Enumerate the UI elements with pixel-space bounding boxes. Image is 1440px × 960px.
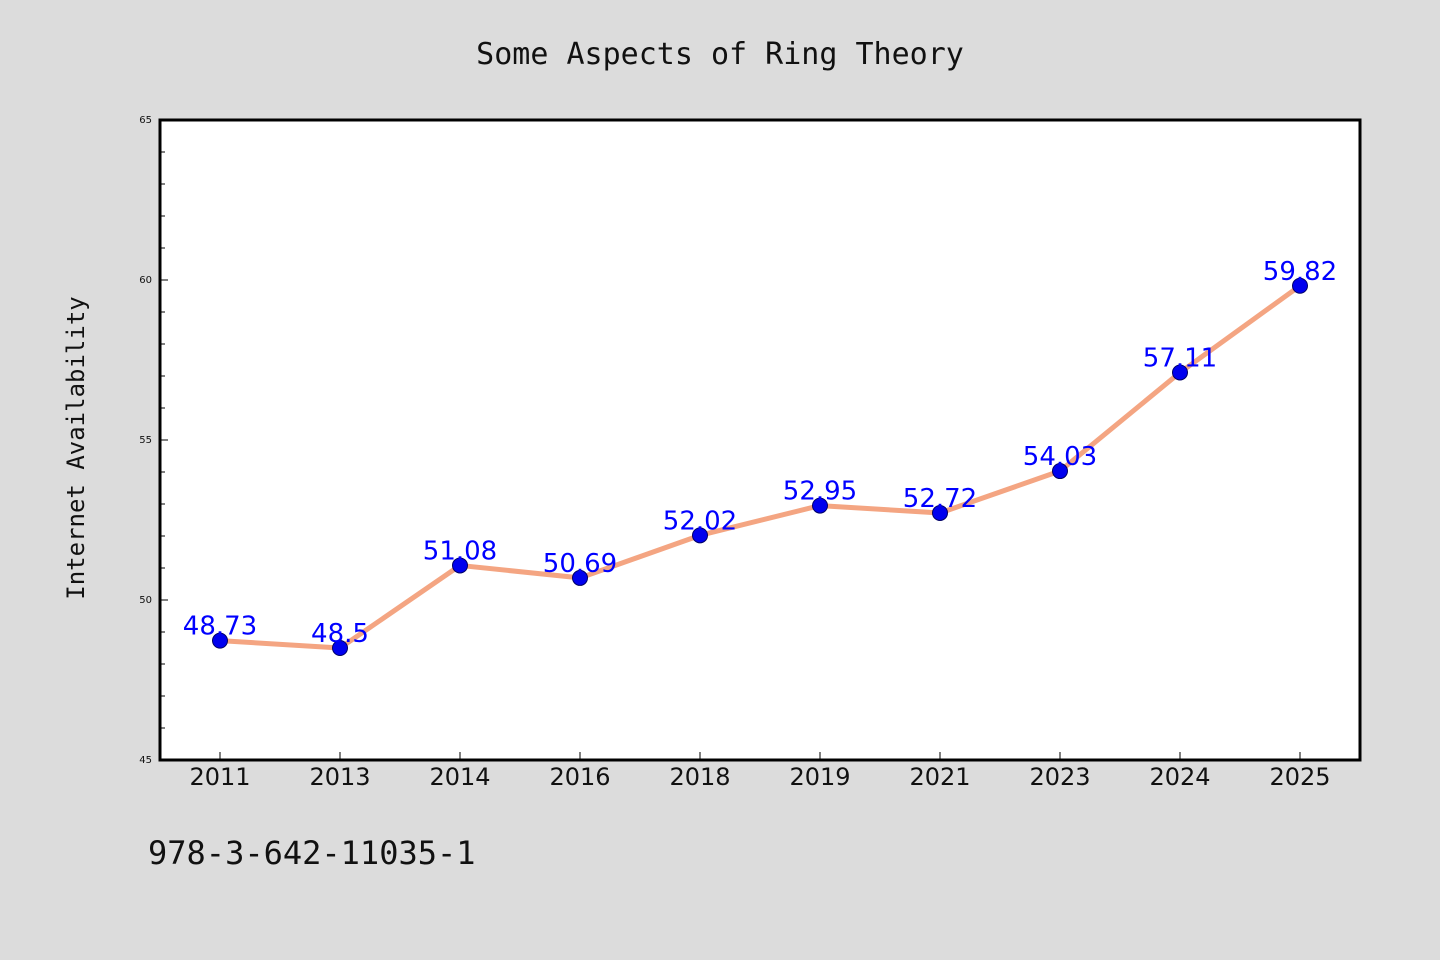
x-tick-label: 2013: [309, 763, 370, 791]
x-tick-label: 2021: [909, 763, 970, 791]
y-tick-label: 60: [139, 275, 152, 286]
data-point: [1172, 364, 1188, 381]
x-tick-label: 2014: [429, 763, 490, 791]
x-tick-label: 2018: [669, 763, 730, 791]
y-tick-label: 55: [139, 435, 152, 446]
x-tick-label: 2024: [1149, 763, 1210, 791]
data-point: [452, 557, 468, 574]
data-point: [332, 640, 348, 656]
plot-frame: [158, 118, 1362, 762]
data-label: 52.72: [903, 484, 977, 514]
data-point: [812, 497, 828, 514]
data-label: 54.03: [1023, 442, 1097, 472]
data-label: 52.95: [783, 477, 857, 507]
chart-title: Some Aspects of Ring Theory: [476, 37, 964, 72]
data-label: 48.73: [183, 612, 257, 642]
data-labels: 48.73 48.5 51.08 50.69 52.02 52.95 52.72 54.03 5…: [183, 257, 1337, 649]
footer-code: 978-3-642-11035-1: [148, 834, 476, 872]
x-tick-label: 2025: [1269, 763, 1330, 791]
data-point: [932, 504, 948, 521]
data-label: 52.02: [663, 506, 737, 536]
data-point: [212, 632, 228, 649]
data-label: 57.11: [1143, 343, 1217, 373]
data-point: [692, 527, 708, 544]
data-markers: [212, 277, 1308, 656]
y-tick-label: 50: [139, 595, 152, 606]
data-point: [572, 569, 588, 586]
x-tick-label: 2011: [189, 763, 250, 791]
y-tick-label: 45: [139, 755, 152, 766]
data-point: [1292, 277, 1308, 294]
data-label: 48.5: [311, 619, 369, 649]
y-tick-label: 65: [139, 115, 152, 126]
x-tick-label: 2023: [1029, 763, 1090, 791]
y-axis-label: Internet Availability: [62, 296, 90, 599]
data-label: 50.69: [543, 549, 617, 579]
x-tick-label: 2019: [789, 763, 850, 791]
x-axis-ticks: 2011 2013 2014 2016 2018 2019 2021 2023 2024 2025: [189, 752, 1331, 791]
x-tick-label: 2016: [549, 763, 610, 791]
plot-area: [160, 120, 1360, 760]
data-label: 59.82: [1263, 257, 1337, 287]
series-line: [217, 283, 1303, 651]
data-point: [1052, 463, 1068, 480]
data-label: 51.08: [423, 536, 497, 566]
